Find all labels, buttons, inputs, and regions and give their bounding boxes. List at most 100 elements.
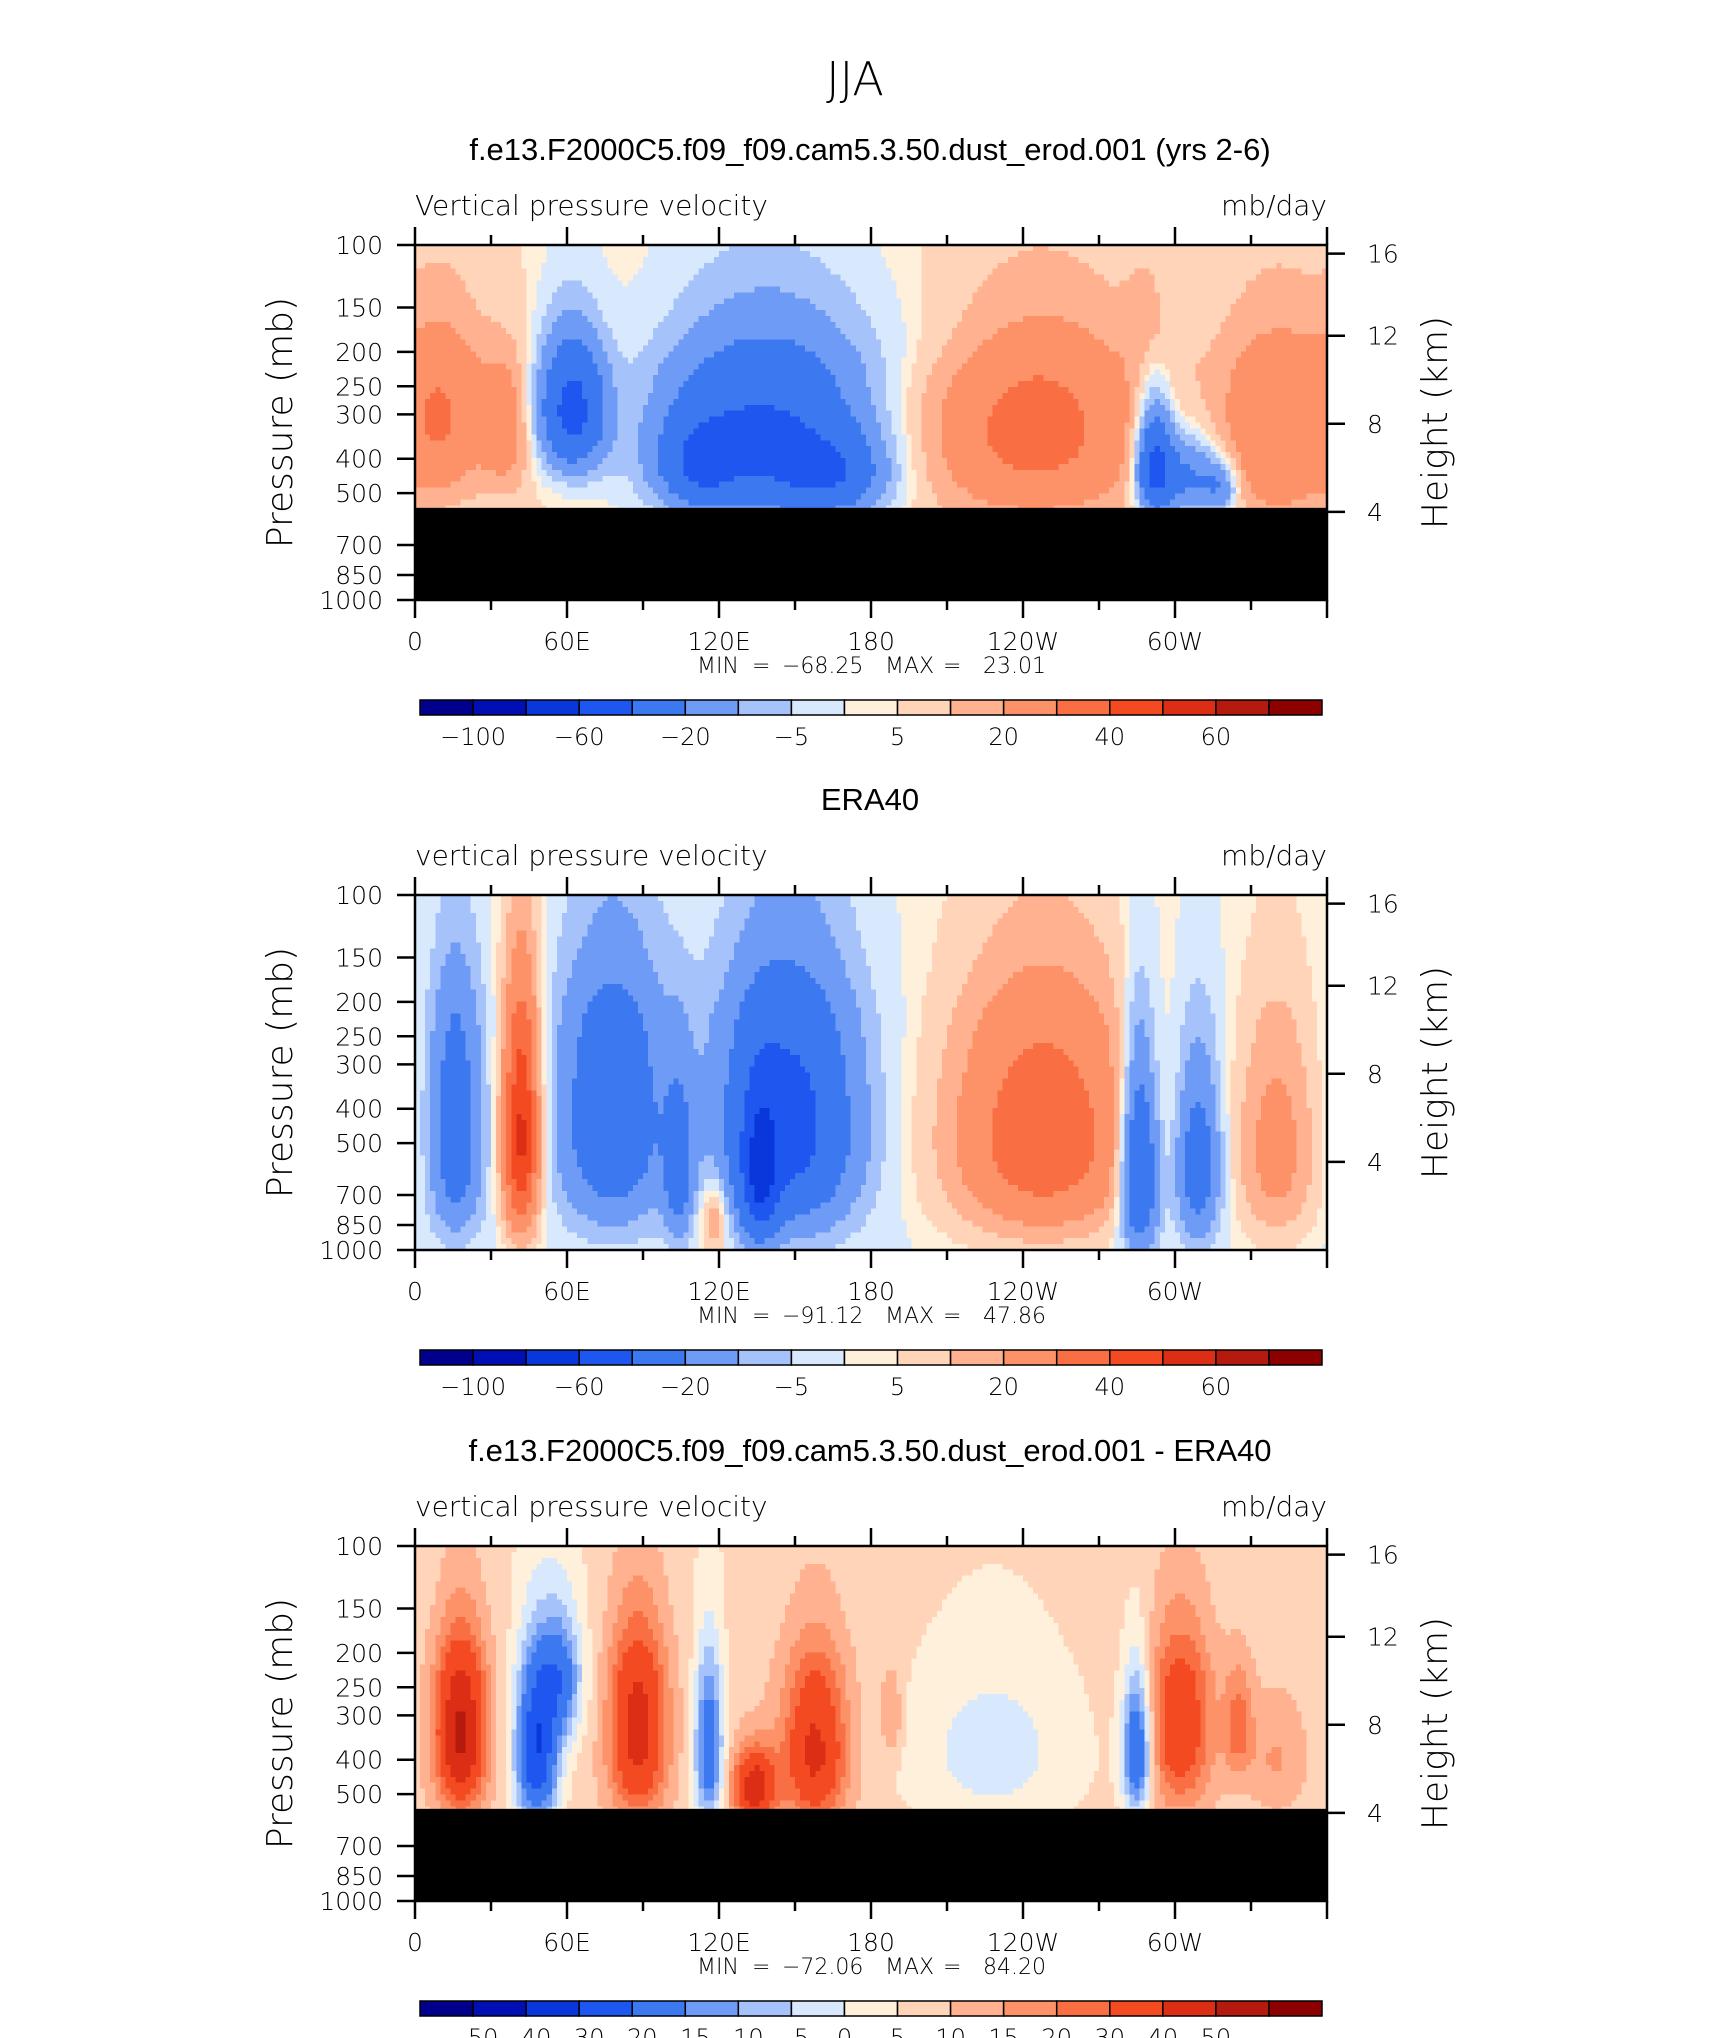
colorbar-label: 20	[988, 723, 1019, 751]
x-tick-label: 0	[407, 1277, 423, 1306]
panel-title: f.e13.F2000C5.f09_f09.cam5.3.50.dust_ero…	[469, 132, 1270, 167]
colorbar-box	[898, 2001, 951, 2016]
colorbar-box	[526, 1350, 579, 1365]
colorbar-box	[791, 2001, 844, 2016]
y-right-tick-label: 12	[1367, 972, 1399, 1001]
masked-region	[415, 1809, 1327, 1901]
max-label: MAX	[885, 654, 934, 679]
colorbar-box	[473, 700, 526, 715]
colorbar-label: 10	[935, 2024, 966, 2038]
colorbar-box	[1163, 700, 1216, 715]
max-equals: =	[943, 1304, 961, 1329]
colorbar-label: 40	[1094, 723, 1125, 751]
colorbar-label: −20	[660, 1373, 711, 1401]
max-value: 47.86	[983, 1304, 1046, 1329]
colorbar-box	[579, 2001, 632, 2016]
contour-field	[415, 895, 1328, 1251]
colorbar-box	[951, 1350, 1004, 1365]
min-equals: =	[752, 1304, 770, 1329]
colorbar-box	[844, 700, 897, 715]
colorbar-label: 30	[1094, 2024, 1125, 2038]
y-right-tick-label: 12	[1367, 1623, 1399, 1652]
min-value: −72.06	[782, 1955, 863, 1980]
y-tick-label: 400	[335, 1095, 383, 1124]
y-tick-label: 150	[335, 1595, 383, 1624]
x-tick-label: 180	[847, 627, 895, 656]
y-axis-title: Pressure (mb)	[260, 947, 301, 1198]
colorbar-box	[1110, 2001, 1163, 2016]
x-tick-label: 60E	[543, 1928, 591, 1957]
colorbar-box	[1216, 700, 1269, 715]
y-right-tick-label: 8	[1367, 1711, 1383, 1740]
max-value: 84.20	[983, 1955, 1046, 1980]
figure-title: JJA	[826, 52, 884, 106]
colorbar-label: 5	[890, 723, 905, 751]
colorbar-box	[632, 1350, 685, 1365]
min-label: MIN	[697, 1955, 739, 1980]
y-tick-label: 150	[335, 294, 383, 323]
colorbar-box	[1216, 2001, 1269, 2016]
colorbar-box	[420, 1350, 473, 1365]
y-tick-label: 200	[335, 1639, 383, 1668]
x-tick-label: 120W	[987, 1277, 1059, 1306]
y-tick-label: 700	[335, 531, 383, 560]
x-tick-label: 120W	[987, 627, 1059, 656]
max-label: MAX	[885, 1304, 934, 1329]
y-tick-label: 100	[335, 881, 383, 910]
y-axis-right-title: Height (km)	[1415, 316, 1456, 529]
y-right-tick-label: 16	[1367, 890, 1399, 919]
colorbar-box	[951, 2001, 1004, 2016]
y-tick-label: 700	[335, 1181, 383, 1210]
max-equals: =	[943, 1955, 961, 1980]
colorbar-box	[685, 1350, 738, 1365]
colorbar-label: −10	[713, 2024, 764, 2038]
y-tick-label: 100	[335, 1532, 383, 1561]
min-label: MIN	[697, 1304, 739, 1329]
colorbar-box	[526, 700, 579, 715]
colorbar-label: 5	[890, 2024, 905, 2038]
y-tick-label: 400	[335, 1746, 383, 1775]
y-tick-label: 1000	[319, 1887, 383, 1916]
x-tick-label: 120E	[687, 1928, 751, 1957]
y-tick-label: 250	[335, 1022, 383, 1051]
x-tick-label: 120W	[987, 1928, 1059, 1957]
y-right-tick-label: 4	[1367, 498, 1383, 527]
variable-label: vertical pressure velocity	[415, 1490, 768, 1523]
x-tick-label: 60W	[1147, 1928, 1204, 1957]
colorbar-label: −5	[774, 723, 809, 751]
colorbar-box	[420, 700, 473, 715]
colorbar-label: 0	[837, 2024, 852, 2038]
y-tick-label: 1000	[319, 586, 383, 615]
colorbar-box	[844, 2001, 897, 2016]
colorbar-label: −40	[501, 2024, 552, 2038]
min-value: −68.25	[782, 654, 863, 679]
colorbar-label: 5	[890, 1373, 905, 1401]
x-tick-label: 180	[847, 1928, 895, 1957]
colorbar-box	[898, 1350, 951, 1365]
y-tick-label: 250	[335, 372, 383, 401]
colorbar-label: −60	[554, 1373, 605, 1401]
y-tick-label: 200	[335, 988, 383, 1017]
y-axis: 1001502002503004005007008501000Pressure …	[260, 1532, 415, 1916]
max-value: 23.01	[983, 654, 1046, 679]
y-right-tick-label: 8	[1367, 1060, 1383, 1089]
colorbar-box	[1057, 700, 1110, 715]
colorbar-box	[526, 2001, 579, 2016]
max-label: MAX	[885, 1955, 934, 1980]
y-tick-label: 500	[335, 479, 383, 508]
min-equals: =	[752, 654, 770, 679]
y-tick-label: 500	[335, 1129, 383, 1158]
colorbar-box	[473, 2001, 526, 2016]
variable-label: Vertical pressure velocity	[415, 189, 768, 222]
colorbar-box	[632, 2001, 685, 2016]
colorbar-box	[738, 1350, 791, 1365]
colorbar-box	[685, 700, 738, 715]
colorbar-box	[1110, 700, 1163, 715]
colorbar-box	[1163, 2001, 1216, 2016]
y-right-tick-label: 4	[1367, 1148, 1383, 1177]
